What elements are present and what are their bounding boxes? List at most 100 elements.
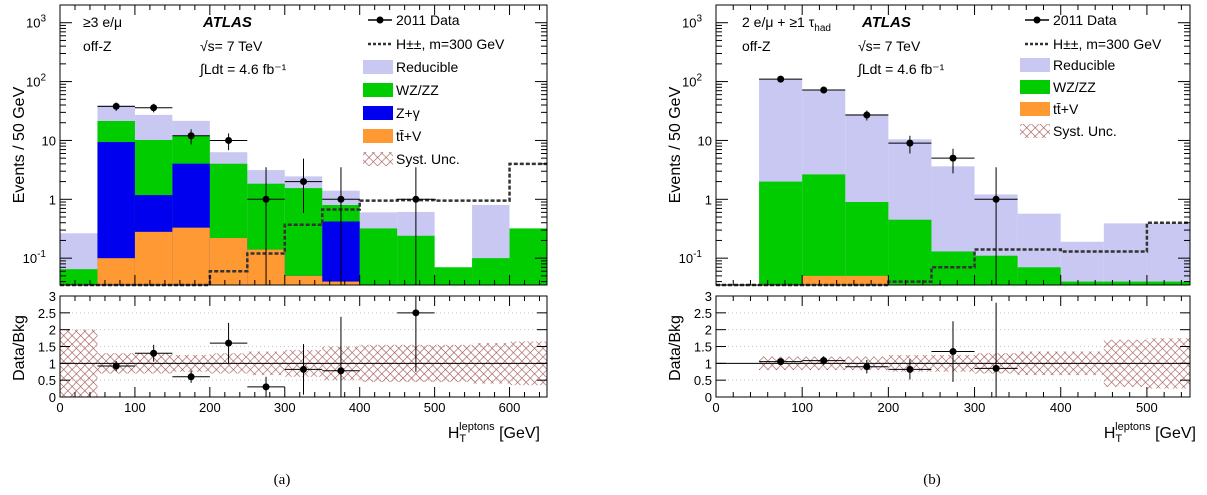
panel-b-histogram bbox=[759, 79, 1190, 285]
ratio-point bbox=[112, 362, 120, 370]
data-point bbox=[863, 111, 871, 119]
legend-data: 2011 Data bbox=[396, 12, 460, 28]
panel-a-ylabel: Events / 50 GeV bbox=[11, 86, 28, 203]
data-point bbox=[112, 102, 120, 110]
legend-wzzz: WZ/ZZ bbox=[396, 82, 439, 98]
bar-ttv bbox=[802, 275, 846, 285]
panel-b-atlas-label: ATLAS bbox=[861, 14, 911, 31]
legend-signal: H±±, m=300 GeV bbox=[396, 36, 505, 52]
data-point bbox=[412, 195, 420, 203]
bar-wzzz bbox=[509, 228, 547, 285]
ratio-point bbox=[863, 363, 871, 371]
y-tick-label: 1 bbox=[49, 192, 56, 207]
ratio-point bbox=[187, 373, 195, 381]
ratio-y-tick-label: 2.5 bbox=[694, 306, 712, 321]
x-tick-label: 0 bbox=[56, 400, 63, 415]
legend-b-wzzz: WZ/ZZ bbox=[1053, 79, 1096, 95]
x-tick-label: 600 bbox=[499, 400, 521, 415]
data-point bbox=[906, 139, 914, 147]
legend-b-signal: H±±, m=300 GeV bbox=[1053, 36, 1162, 52]
y-tick-label: 1 bbox=[705, 192, 712, 207]
ratio-y-tick-label: 3 bbox=[49, 289, 56, 304]
ratio-point bbox=[225, 339, 233, 347]
panel-b-channel-label: 2 e/μ + ≥1 τhad bbox=[742, 14, 831, 34]
y-tick-label: 102 bbox=[682, 73, 702, 90]
panel-a-channel-label: ≥3 e/μ bbox=[83, 14, 122, 30]
y-tick-label: 10-1 bbox=[679, 249, 703, 266]
ratio-y-tick-label: 0.5 bbox=[38, 373, 56, 388]
panel-b-lumi-label: ∫Ldt = 4.6 fb⁻¹ bbox=[857, 61, 945, 77]
bar-ttv bbox=[209, 238, 248, 285]
x-tick-label: 500 bbox=[1136, 400, 1158, 415]
bar-wzzz bbox=[1017, 267, 1061, 285]
bar-wzzz bbox=[434, 267, 473, 285]
data-point bbox=[225, 136, 233, 144]
panel-a-energy-label: √s= 7 TeV bbox=[200, 38, 263, 54]
bar-wzzz bbox=[1146, 281, 1190, 285]
legend-b-data: 2011 Data bbox=[1053, 12, 1117, 28]
legend-b-reducible-swatch bbox=[1020, 58, 1050, 72]
ratio-point bbox=[412, 309, 420, 317]
ratio-point bbox=[150, 349, 158, 357]
panel-b-ylabel: Events / 50 GeV bbox=[667, 86, 684, 203]
y-tick-label: 10 bbox=[698, 133, 712, 148]
ratio-y-tick-label: 0.5 bbox=[694, 373, 712, 388]
panel-b-caption: (b) bbox=[923, 472, 941, 488]
bar-ttv bbox=[134, 231, 173, 285]
panel-a-caption: (a) bbox=[274, 472, 291, 488]
panel-a-signal-line bbox=[60, 162, 547, 287]
panel-a-lumi-label: ∫Ldt = 4.6 fb⁻¹ bbox=[199, 61, 287, 77]
panel-a-ratio-plot bbox=[60, 296, 547, 397]
x-tick-label: 200 bbox=[878, 400, 900, 415]
bar-wzzz bbox=[759, 181, 803, 285]
ratio-y-tick-label: 2.5 bbox=[38, 306, 56, 321]
data-point bbox=[187, 132, 195, 140]
panel-a-legend: 2011 Data H±±, m=300 GeV Reducible WZ/ZZ… bbox=[363, 12, 505, 167]
ratio-y-tick-label: 0 bbox=[705, 390, 712, 405]
ratio-point bbox=[262, 383, 270, 391]
ratio-point bbox=[777, 358, 785, 366]
legend-ttv: tt̄+V bbox=[396, 128, 422, 144]
ratio-y-tick-label: 3 bbox=[705, 289, 712, 304]
bar-ttv bbox=[845, 275, 889, 285]
x-tick-label: 0 bbox=[712, 400, 719, 415]
data-point bbox=[949, 154, 957, 162]
bar-wzzz bbox=[802, 174, 846, 285]
panel-b-offz-label: off-Z bbox=[742, 38, 771, 54]
bar-ttv bbox=[172, 227, 210, 285]
legend-b-ttv: tt̄+V bbox=[1053, 101, 1079, 117]
panel-a-xlabel: HTleptons [GeV] bbox=[448, 421, 540, 445]
y-tick-label: 102 bbox=[26, 73, 46, 90]
legend-b-syst-swatch bbox=[1020, 124, 1050, 138]
panel-b-xlabel: HTleptons [GeV] bbox=[1104, 421, 1196, 445]
legend-ttv-swatch bbox=[363, 129, 393, 143]
legend-b-data-marker bbox=[1033, 16, 1041, 24]
data-point bbox=[777, 75, 785, 83]
legend-reducible: Reducible bbox=[396, 59, 458, 75]
bar-reducible bbox=[1146, 223, 1190, 285]
bar-reducible bbox=[1103, 223, 1147, 285]
data-point bbox=[992, 195, 1000, 203]
legend-b-wzzz-swatch bbox=[1020, 80, 1050, 94]
legend-wzzz-swatch bbox=[363, 83, 393, 97]
panel-b-energy-label: √s= 7 TeV bbox=[858, 38, 921, 54]
x-tick-label: 100 bbox=[124, 400, 146, 415]
panel-b-ratio-ylabel: Data/Bkg bbox=[667, 315, 684, 381]
x-tick-label: 400 bbox=[349, 400, 371, 415]
y-tick-label: 10 bbox=[42, 133, 56, 148]
ratio-y-tick-label: 1 bbox=[49, 356, 56, 371]
legend-zgamma: Z+γ bbox=[396, 105, 420, 121]
ratio-point bbox=[992, 364, 1000, 372]
ratio-y-tick-label: 2 bbox=[705, 323, 712, 338]
panel-a-offz-label: off-Z bbox=[83, 38, 112, 54]
x-tick-label: 500 bbox=[424, 400, 446, 415]
y-tick-label: 103 bbox=[26, 14, 46, 31]
legend-reducible-swatch bbox=[363, 60, 393, 74]
signal-line bbox=[60, 162, 547, 287]
panel-a-atlas-label: ATLAS bbox=[202, 14, 252, 31]
ratio-y-tick-label: 0 bbox=[49, 390, 56, 405]
data-point bbox=[300, 178, 307, 186]
